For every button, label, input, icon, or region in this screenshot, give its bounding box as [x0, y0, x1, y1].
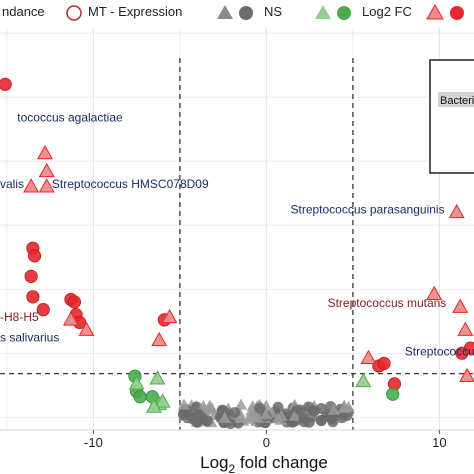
- data-point: [463, 341, 474, 355]
- legend-log2fc-symbols-icon: [315, 5, 351, 20]
- ns-point: [259, 408, 273, 420]
- ns-point: [254, 402, 266, 414]
- data-point: [426, 285, 443, 301]
- data-point: [38, 178, 55, 193]
- ns-point: [288, 409, 302, 421]
- point-label: Streptococcus parasanguinis: [290, 203, 444, 217]
- data-point: [151, 331, 168, 347]
- annotation-labels: tococcus agalactiae valis Streptococcus HM…: [0, 110, 474, 358]
- point-label: -H8-H5: [0, 310, 39, 324]
- data-points: [0, 77, 474, 413]
- point-label: s salivarius: [0, 331, 59, 345]
- data-point: [377, 356, 391, 371]
- data-point: [67, 295, 81, 309]
- data-point: [78, 321, 95, 336]
- point-label: tococcus agalactiae: [17, 110, 123, 124]
- data-point: [452, 298, 469, 313]
- ns-points: [177, 398, 355, 430]
- x-axis-ticks: -10 0 10: [84, 430, 447, 450]
- data-point: [27, 249, 42, 263]
- data-point: [154, 393, 171, 408]
- legend-mt-circle-icon: [66, 5, 82, 21]
- data-point: [145, 398, 162, 413]
- legend: ndance MT - Expression NS Log2 FC: [0, 0, 474, 26]
- x-tick-label: 10: [432, 435, 446, 450]
- threshold-lines: [0, 58, 474, 430]
- ns-point: [245, 409, 259, 421]
- data-point: [36, 303, 50, 317]
- ns-point: [307, 405, 319, 417]
- legend-significant-symbols-icon: [426, 3, 464, 20]
- ns-point: [192, 408, 204, 420]
- point-label: valis: [0, 177, 24, 191]
- data-point: [161, 308, 178, 324]
- data-point: [0, 77, 12, 91]
- data-point: [24, 269, 38, 283]
- data-point: [386, 387, 400, 401]
- x-axis-title: Log2 fold change: [200, 453, 328, 474]
- ns-point: [327, 403, 341, 415]
- legend-log2fc-label: Log2 FC: [362, 4, 412, 19]
- ns-point: [272, 401, 284, 413]
- point-label: Streptococcus mutans: [328, 296, 447, 310]
- point-label: Streptococcus: [405, 345, 474, 359]
- data-point: [448, 203, 465, 219]
- data-point: [62, 311, 79, 326]
- data-point: [26, 290, 40, 304]
- data-point: [459, 367, 474, 382]
- legend-abundance-label: ndance: [2, 4, 45, 19]
- data-point: [38, 162, 55, 178]
- point-label: Streptococcus HMSC078D09: [52, 177, 209, 191]
- legend-ns-symbols-icon: [217, 5, 253, 20]
- ns-point: [294, 404, 306, 416]
- box-label: Bacteri: [440, 95, 474, 107]
- data-point: [355, 372, 372, 388]
- legend-mt-label: MT - Expression: [88, 4, 183, 19]
- data-point: [133, 390, 147, 404]
- annotation-box: Bacteri: [429, 59, 474, 174]
- legend-ns-label: NS: [264, 4, 283, 19]
- ns-point: [218, 411, 231, 423]
- data-point: [360, 349, 377, 365]
- ns-point: [275, 409, 288, 421]
- ns-point: [177, 398, 191, 410]
- x-tick-label: 0: [263, 435, 270, 450]
- data-point: [149, 370, 166, 385]
- ns-point: [229, 407, 241, 419]
- x-tick-label: -10: [84, 435, 103, 450]
- data-point: [128, 375, 145, 390]
- data-point: [457, 321, 474, 336]
- plot-panel: [0, 28, 474, 430]
- ns-point: [337, 401, 350, 413]
- data-point: [23, 178, 40, 193]
- ns-point: [205, 401, 218, 413]
- data-point: [37, 144, 53, 160]
- ns-point: [234, 398, 248, 410]
